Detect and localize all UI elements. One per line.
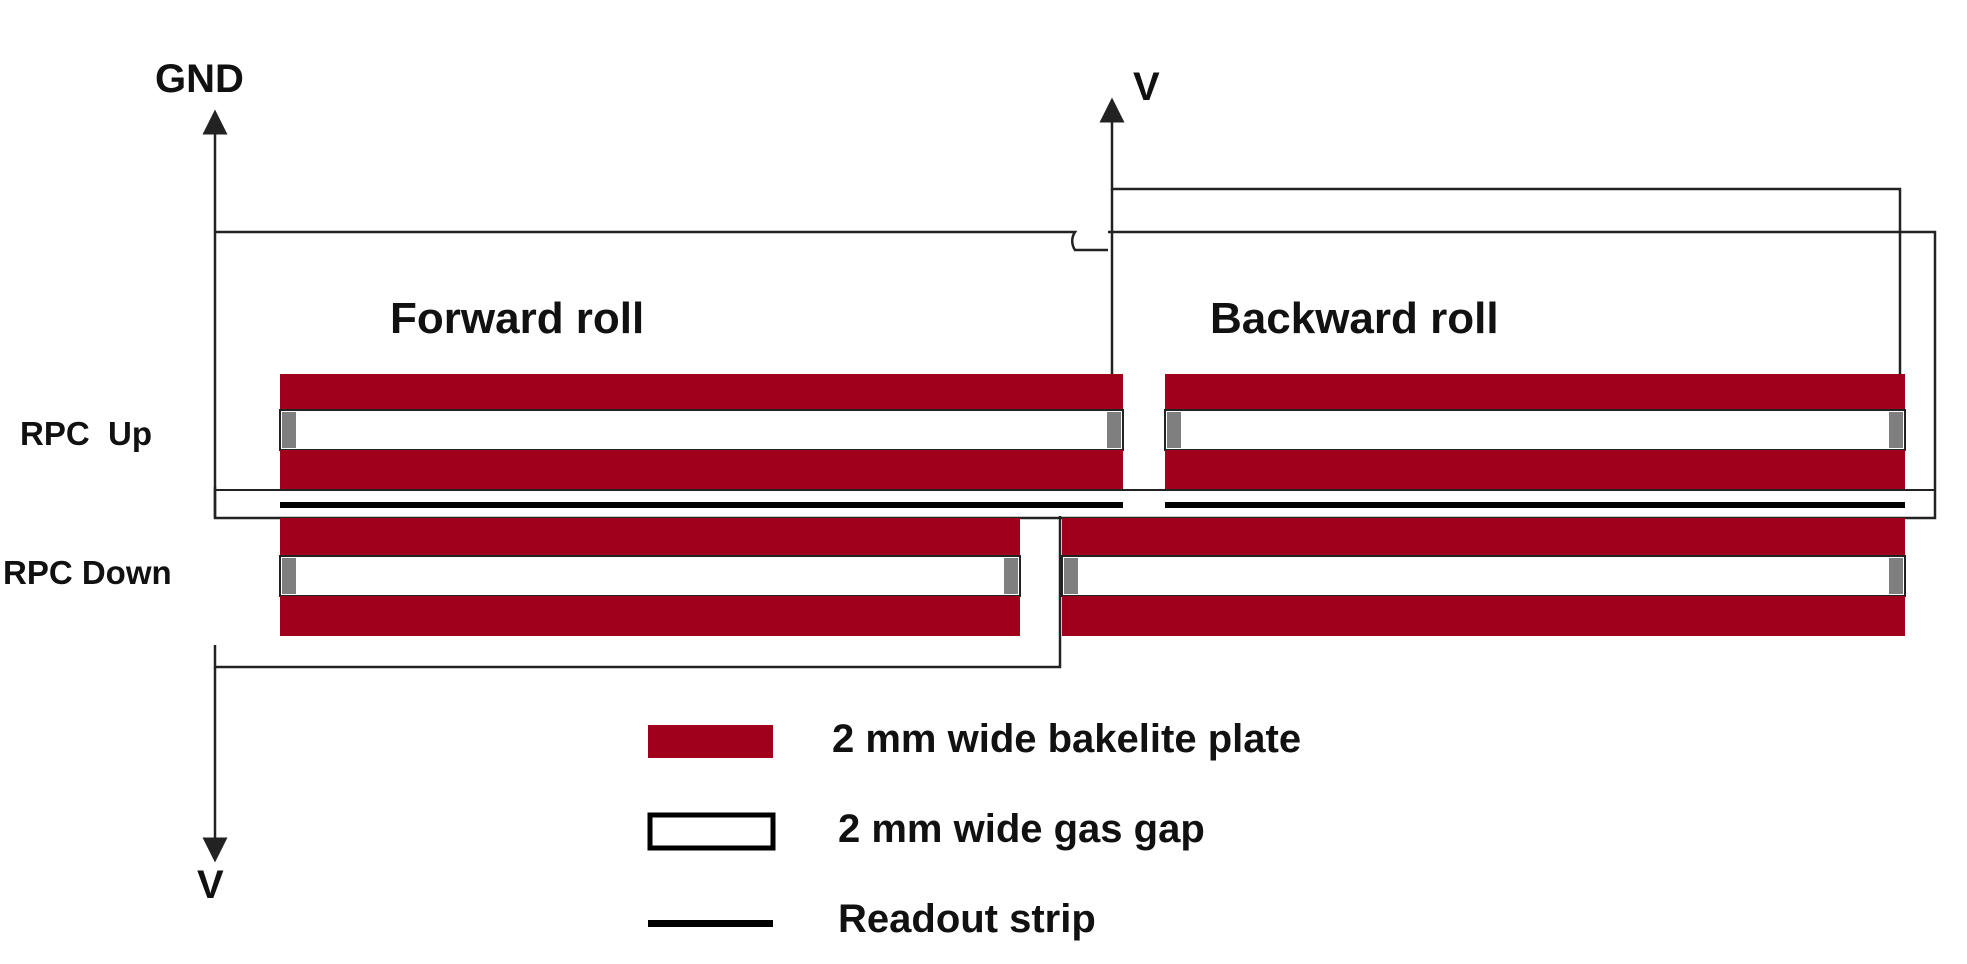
legend-readout-label: Readout strip xyxy=(838,897,1096,941)
legend-readout-swatch xyxy=(648,920,773,927)
legend-gas-gap-label: 2 mm wide gas gap xyxy=(838,807,1205,851)
forward-roll-label: Forward roll xyxy=(390,294,644,343)
bakelite-plate xyxy=(280,518,1020,556)
spacer xyxy=(282,558,296,594)
bakelite-plate xyxy=(280,374,1123,410)
backward-roll-label: Backward roll xyxy=(1210,294,1499,343)
spacer xyxy=(1064,558,1078,594)
bakelite-plate xyxy=(280,596,1020,636)
v-top-bus xyxy=(1110,180,1902,374)
bakelite-plate xyxy=(1062,596,1905,636)
gnd-label: GND xyxy=(155,57,244,101)
v-bottom-label: V xyxy=(197,863,224,907)
rpc-down-forward-chamber xyxy=(279,518,1021,636)
rpc-up-backward-chamber xyxy=(1164,374,1906,490)
gas-gap xyxy=(279,555,1021,597)
legend-bakelite-label: 2 mm wide bakelite plate xyxy=(832,717,1301,761)
rpc-down-backward-chamber xyxy=(1061,518,1906,636)
gas-gap xyxy=(1061,555,1906,597)
gas-gap xyxy=(1164,409,1906,451)
bakelite-plate xyxy=(1165,450,1905,490)
rpc-down-label: RPC Down xyxy=(3,554,172,591)
legend: 2 mm wide bakelite plate 2 mm wide gas g… xyxy=(647,717,1301,941)
readout-strip-backward xyxy=(1165,502,1905,508)
v-bottom-bus xyxy=(213,516,1062,669)
readout-strip-forward xyxy=(280,502,1123,508)
gas-gap xyxy=(279,409,1124,451)
legend-gas-gap-swatch xyxy=(647,812,776,851)
spacer xyxy=(1889,558,1903,594)
bakelite-plate xyxy=(1062,518,1905,556)
spacer xyxy=(1889,412,1903,448)
rpc-up-forward-chamber xyxy=(279,374,1124,490)
legend-bakelite-swatch xyxy=(648,725,773,758)
rpc-up-label: RPC Up xyxy=(20,415,152,452)
spacer xyxy=(1167,412,1181,448)
bakelite-plate xyxy=(1165,374,1905,410)
v-top-label: V xyxy=(1133,65,1160,109)
spacer xyxy=(1107,412,1121,448)
spacer xyxy=(282,412,296,448)
spacer xyxy=(1004,558,1018,594)
bakelite-plate xyxy=(280,450,1123,490)
